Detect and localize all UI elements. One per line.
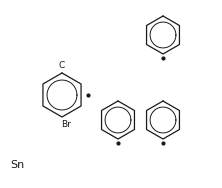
Text: Br: Br bbox=[61, 120, 71, 129]
Text: C: C bbox=[59, 61, 65, 70]
Text: Sn: Sn bbox=[10, 160, 24, 170]
